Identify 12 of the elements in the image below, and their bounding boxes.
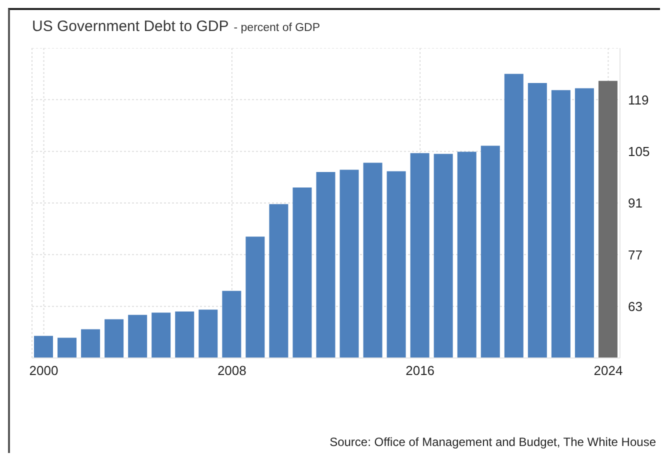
chart-subtitle: - percent of GDP: [234, 22, 320, 34]
y-tick-label: 119: [628, 92, 649, 108]
y-tick-label: 91: [628, 196, 642, 211]
y-tick-label: 77: [628, 247, 642, 262]
x-tick-label: 2008: [217, 363, 246, 378]
x-tick-label: 2024: [594, 363, 623, 378]
y-tick-label: 63: [628, 298, 642, 314]
x-tick-label: 2000: [29, 363, 58, 378]
y-tick-label: 105: [628, 144, 650, 159]
chart-title: US Government Debt to GDP: [32, 18, 229, 35]
source-note: Source: Office of Management and Budget, The White House: [330, 435, 656, 449]
x-tick-label: 2016: [406, 363, 435, 378]
